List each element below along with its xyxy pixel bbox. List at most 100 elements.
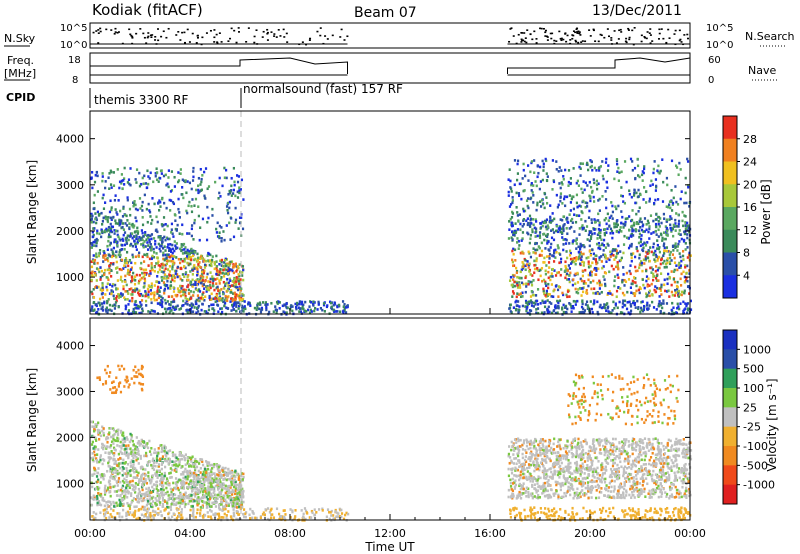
power-cell bbox=[197, 310, 200, 313]
power-cell bbox=[198, 278, 202, 281]
power-cell bbox=[167, 169, 170, 172]
power-cell bbox=[631, 282, 634, 286]
power-cell bbox=[659, 169, 662, 173]
power-cell bbox=[509, 203, 513, 206]
power-cell bbox=[157, 180, 160, 183]
power-cell bbox=[215, 254, 218, 258]
power-cell bbox=[190, 251, 193, 255]
power-cell bbox=[95, 286, 99, 289]
power-cell bbox=[652, 171, 655, 175]
velocity-cell bbox=[206, 489, 209, 493]
power-cell bbox=[513, 248, 517, 252]
power-cell bbox=[686, 311, 689, 315]
power-cell bbox=[517, 293, 521, 296]
power-cell bbox=[142, 260, 146, 263]
power-cell bbox=[171, 243, 174, 247]
power-cell bbox=[162, 257, 165, 261]
power-cell bbox=[588, 244, 591, 248]
power-cell bbox=[538, 187, 541, 191]
power-cell bbox=[510, 215, 514, 219]
velocity-cell bbox=[181, 483, 184, 487]
velocity-cell bbox=[220, 495, 223, 499]
noise-sample bbox=[340, 28, 343, 31]
power-cell bbox=[570, 305, 573, 308]
power-cell bbox=[630, 195, 633, 199]
power-cell bbox=[176, 304, 179, 308]
power-cell bbox=[590, 270, 594, 274]
power-cell bbox=[172, 286, 175, 289]
power-cell bbox=[672, 306, 675, 310]
power-cell bbox=[168, 198, 171, 202]
power-cell bbox=[98, 251, 101, 255]
noise-sample bbox=[113, 33, 116, 35]
power-cell bbox=[528, 214, 532, 218]
frequency-trace bbox=[507, 57, 691, 74]
power-cell bbox=[546, 299, 549, 302]
power-cell bbox=[657, 279, 660, 282]
power-cell bbox=[613, 306, 616, 310]
velocity-cell bbox=[146, 446, 150, 450]
power-cell bbox=[240, 304, 244, 308]
velocity-cell bbox=[171, 451, 174, 455]
power-cell bbox=[130, 293, 133, 296]
power-cell bbox=[557, 169, 560, 173]
power-cell bbox=[126, 196, 129, 199]
power-cell bbox=[141, 271, 144, 275]
power-cell bbox=[123, 166, 126, 170]
power-cell bbox=[562, 227, 565, 231]
power-cell bbox=[225, 205, 229, 208]
power-cell bbox=[673, 256, 676, 260]
velocity-cell bbox=[206, 462, 209, 466]
power-cell bbox=[663, 283, 666, 287]
station-title: Kodiak (fitACF) bbox=[92, 1, 203, 19]
power-cell bbox=[607, 310, 610, 313]
power-cell bbox=[120, 268, 123, 272]
power-cell bbox=[584, 206, 587, 209]
velocity-cell bbox=[92, 456, 95, 460]
power-cell bbox=[510, 187, 513, 191]
velocity-cell bbox=[125, 454, 128, 457]
power-cell bbox=[182, 196, 185, 200]
velocity-cell bbox=[204, 460, 208, 463]
velocity-cell bbox=[135, 468, 138, 472]
power-cell bbox=[546, 233, 549, 236]
power-cell bbox=[167, 286, 170, 290]
power-cell bbox=[108, 187, 111, 190]
power-cell bbox=[596, 300, 599, 304]
power-cell bbox=[637, 195, 640, 198]
power-cell bbox=[588, 239, 591, 243]
power-cell bbox=[134, 245, 137, 248]
power-cell bbox=[575, 181, 578, 185]
power-cell bbox=[265, 303, 268, 307]
velocity-cell bbox=[112, 500, 115, 504]
power-cell bbox=[638, 229, 641, 233]
power-cell bbox=[585, 288, 588, 292]
velocity-cell bbox=[217, 503, 221, 507]
power-cell bbox=[591, 232, 594, 236]
power-cell bbox=[170, 170, 174, 173]
power-cell bbox=[635, 284, 638, 288]
power-cell bbox=[584, 219, 587, 223]
velocity-cell bbox=[127, 471, 130, 475]
power-cell bbox=[637, 307, 640, 311]
power-cell bbox=[627, 237, 630, 240]
power-cell bbox=[591, 311, 594, 314]
power-cell bbox=[225, 268, 228, 272]
velocity-cell bbox=[167, 494, 170, 497]
power-cell bbox=[592, 279, 595, 283]
velocity-cell bbox=[119, 462, 122, 465]
power-cell bbox=[199, 167, 202, 171]
power-cell bbox=[157, 288, 161, 292]
power-cell bbox=[515, 299, 518, 303]
power-cell bbox=[519, 228, 522, 232]
power-cell bbox=[184, 272, 187, 276]
power-cell bbox=[630, 256, 633, 260]
power-cell bbox=[648, 225, 651, 228]
power-cell bbox=[170, 231, 173, 234]
velocity-cell bbox=[124, 444, 127, 448]
power-cell bbox=[163, 307, 167, 311]
power-cell bbox=[209, 298, 212, 301]
velocity-cell bbox=[224, 484, 227, 488]
power-cell bbox=[571, 304, 575, 308]
